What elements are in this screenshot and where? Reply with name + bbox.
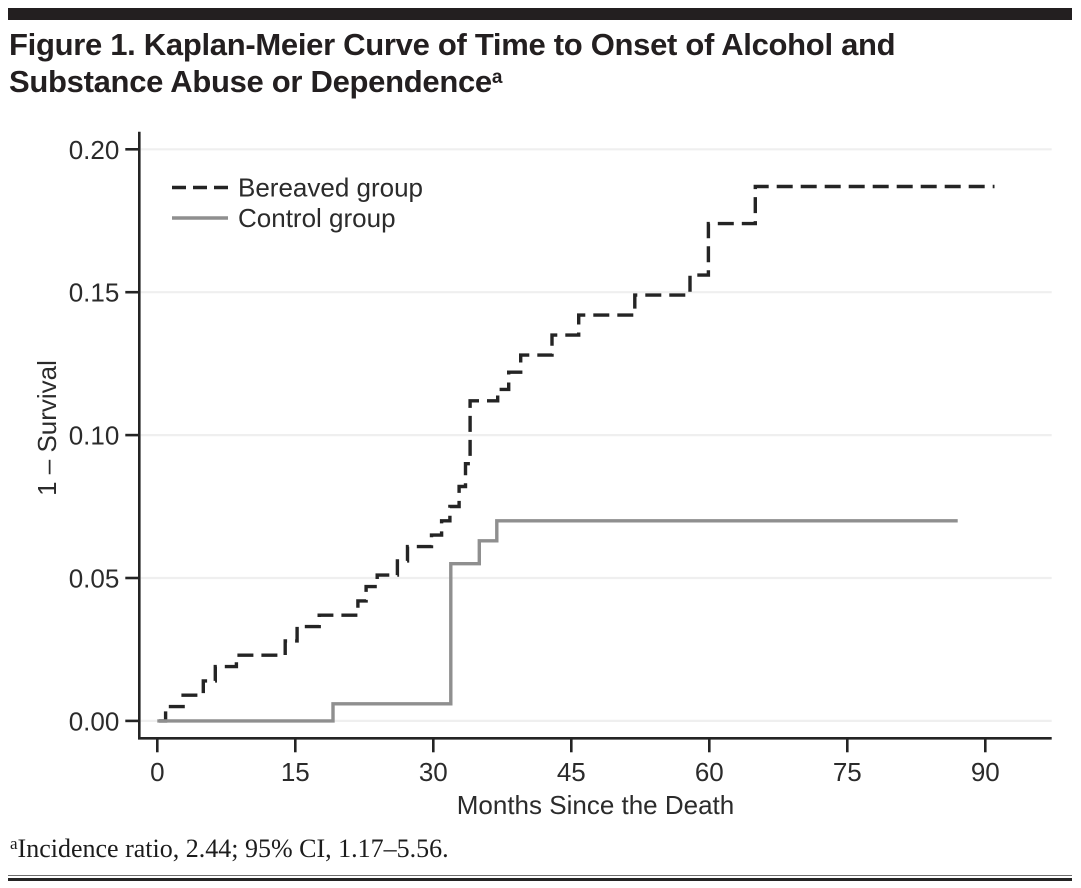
y-tick-label: 0.15 — [69, 278, 120, 308]
series-curve-bereaved-group — [159, 184, 995, 723]
x-tick-label: 30 — [419, 757, 448, 787]
x-axis-title: Months Since the Death — [457, 790, 735, 820]
legend-label-bereaved-group: Bereaved group — [238, 173, 423, 203]
x-tick-label: 75 — [833, 757, 862, 787]
legend-label-control-group: Control group — [238, 203, 396, 233]
x-tick-label: 15 — [281, 757, 310, 787]
figure-title-line1: Figure 1. Kaplan-Meier Curve of Time to … — [9, 27, 896, 62]
y-tick-label: 0.10 — [69, 421, 120, 451]
footnote: aIncidence ratio, 2.44; 95% CI, 1.17–5.5… — [10, 834, 1010, 864]
y-tick-label: 0.05 — [69, 564, 120, 594]
bottom-rule-thin — [8, 875, 1072, 876]
figure-title: Figure 1. Kaplan-Meier Curve of Time to … — [9, 26, 1059, 100]
x-tick-label: 0 — [150, 757, 164, 787]
x-tick-label: 60 — [695, 757, 724, 787]
series-curve-control-group — [157, 519, 958, 723]
y-tick-label: 0.20 — [69, 135, 120, 165]
bottom-rule-thick — [8, 878, 1072, 881]
x-tick-label: 45 — [557, 757, 586, 787]
x-tick-label: 90 — [971, 757, 1000, 787]
footnote-superscript: a — [10, 834, 18, 853]
figure-title-superscript: a — [491, 67, 503, 88]
figure-title-line2: Substance Abuse or Dependence — [9, 64, 492, 99]
y-axis-title: 1 – Survival — [32, 360, 62, 496]
y-tick-label: 0.00 — [69, 706, 120, 736]
top-rule — [8, 8, 1072, 20]
footnote-text: Incidence ratio, 2.44; 95% CI, 1.17–5.56… — [17, 834, 449, 863]
